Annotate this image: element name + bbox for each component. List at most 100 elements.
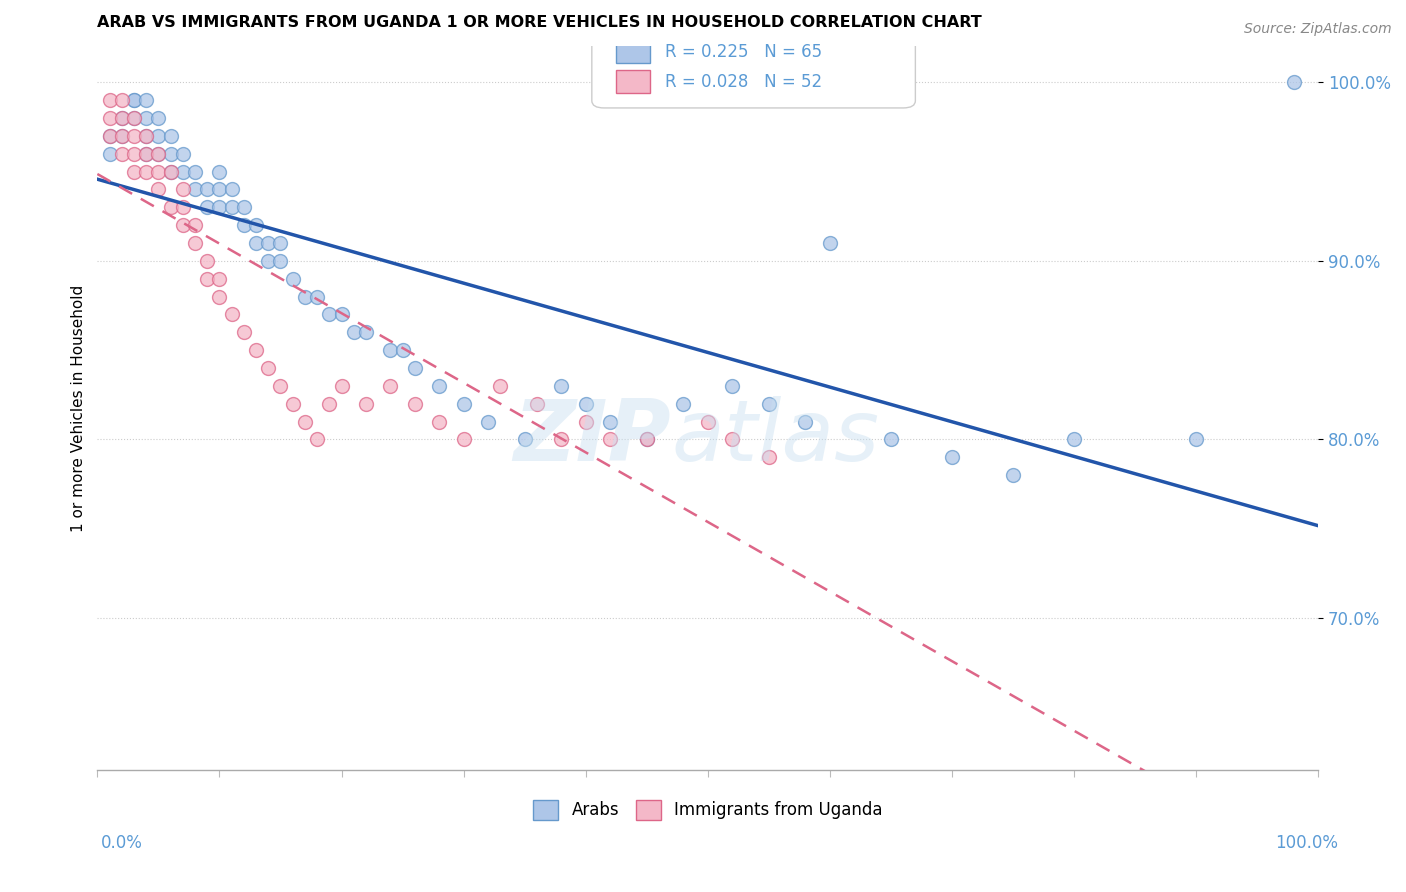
Point bbox=[122, 93, 145, 107]
Point bbox=[404, 361, 426, 376]
Text: 0.0%: 0.0% bbox=[101, 834, 143, 852]
Point bbox=[269, 379, 291, 393]
Point bbox=[111, 111, 134, 125]
Text: R = 0.028   N = 52: R = 0.028 N = 52 bbox=[665, 73, 823, 91]
Point bbox=[159, 164, 181, 178]
Point bbox=[550, 379, 572, 393]
Point bbox=[391, 343, 413, 358]
Point bbox=[318, 397, 340, 411]
Point bbox=[172, 218, 194, 232]
Point bbox=[941, 450, 963, 465]
Point bbox=[477, 415, 499, 429]
Point bbox=[453, 397, 475, 411]
Point bbox=[122, 146, 145, 161]
Point bbox=[330, 307, 353, 321]
Point bbox=[135, 128, 157, 143]
Point bbox=[122, 128, 145, 143]
Point bbox=[636, 433, 658, 447]
Point bbox=[98, 93, 121, 107]
Point bbox=[599, 415, 621, 429]
Point bbox=[1063, 433, 1085, 447]
Point bbox=[221, 307, 243, 321]
Point bbox=[245, 343, 267, 358]
Legend: Arabs, Immigrants from Uganda: Arabs, Immigrants from Uganda bbox=[526, 793, 889, 827]
Point bbox=[427, 415, 450, 429]
Point bbox=[330, 379, 353, 393]
Point bbox=[208, 289, 231, 303]
Point bbox=[294, 415, 316, 429]
Point bbox=[172, 182, 194, 196]
Point bbox=[122, 111, 145, 125]
Point bbox=[148, 146, 170, 161]
Point bbox=[758, 450, 780, 465]
Point bbox=[489, 379, 512, 393]
Point bbox=[318, 307, 340, 321]
Point bbox=[575, 415, 598, 429]
Point bbox=[148, 128, 170, 143]
Point bbox=[354, 326, 377, 340]
Point bbox=[195, 271, 218, 285]
Point bbox=[184, 218, 207, 232]
Point bbox=[232, 218, 254, 232]
Point bbox=[721, 379, 744, 393]
Text: atlas: atlas bbox=[671, 396, 879, 479]
Point bbox=[636, 433, 658, 447]
Text: ARAB VS IMMIGRANTS FROM UGANDA 1 OR MORE VEHICLES IN HOUSEHOLD CORRELATION CHART: ARAB VS IMMIGRANTS FROM UGANDA 1 OR MORE… bbox=[97, 15, 983, 30]
Point bbox=[111, 128, 134, 143]
FancyBboxPatch shape bbox=[616, 40, 651, 63]
Point bbox=[184, 164, 207, 178]
Point bbox=[172, 200, 194, 214]
Point bbox=[98, 146, 121, 161]
Point bbox=[307, 289, 329, 303]
Point bbox=[794, 415, 817, 429]
Point bbox=[599, 433, 621, 447]
Point bbox=[195, 200, 218, 214]
Point bbox=[98, 128, 121, 143]
Point bbox=[148, 111, 170, 125]
Point bbox=[1002, 468, 1025, 483]
Point bbox=[111, 128, 134, 143]
Point bbox=[148, 164, 170, 178]
Point bbox=[135, 146, 157, 161]
Point bbox=[1185, 433, 1208, 447]
Point bbox=[159, 146, 181, 161]
Point bbox=[184, 235, 207, 250]
Point bbox=[159, 128, 181, 143]
Point bbox=[696, 415, 718, 429]
Point bbox=[343, 326, 366, 340]
Point bbox=[427, 379, 450, 393]
Point bbox=[354, 397, 377, 411]
Point bbox=[135, 128, 157, 143]
Point bbox=[232, 326, 254, 340]
Point bbox=[1282, 75, 1305, 89]
Point bbox=[245, 218, 267, 232]
Point bbox=[98, 111, 121, 125]
Point bbox=[221, 200, 243, 214]
Point bbox=[184, 182, 207, 196]
Point bbox=[245, 235, 267, 250]
Point bbox=[453, 433, 475, 447]
Point bbox=[526, 397, 548, 411]
Point bbox=[672, 397, 695, 411]
Text: 100.0%: 100.0% bbox=[1275, 834, 1339, 852]
Point bbox=[195, 253, 218, 268]
Text: Source: ZipAtlas.com: Source: ZipAtlas.com bbox=[1244, 22, 1392, 37]
Point bbox=[195, 182, 218, 196]
Point bbox=[880, 433, 903, 447]
Text: ZIP: ZIP bbox=[513, 396, 671, 479]
Point bbox=[172, 146, 194, 161]
Point bbox=[404, 397, 426, 411]
Point bbox=[122, 111, 145, 125]
Point bbox=[111, 93, 134, 107]
Point bbox=[208, 164, 231, 178]
Point bbox=[269, 235, 291, 250]
Point bbox=[208, 271, 231, 285]
Point bbox=[135, 146, 157, 161]
Point bbox=[257, 235, 280, 250]
Point bbox=[111, 111, 134, 125]
Point bbox=[98, 128, 121, 143]
FancyBboxPatch shape bbox=[616, 70, 651, 94]
Point bbox=[721, 433, 744, 447]
Point bbox=[281, 397, 304, 411]
Point bbox=[294, 289, 316, 303]
